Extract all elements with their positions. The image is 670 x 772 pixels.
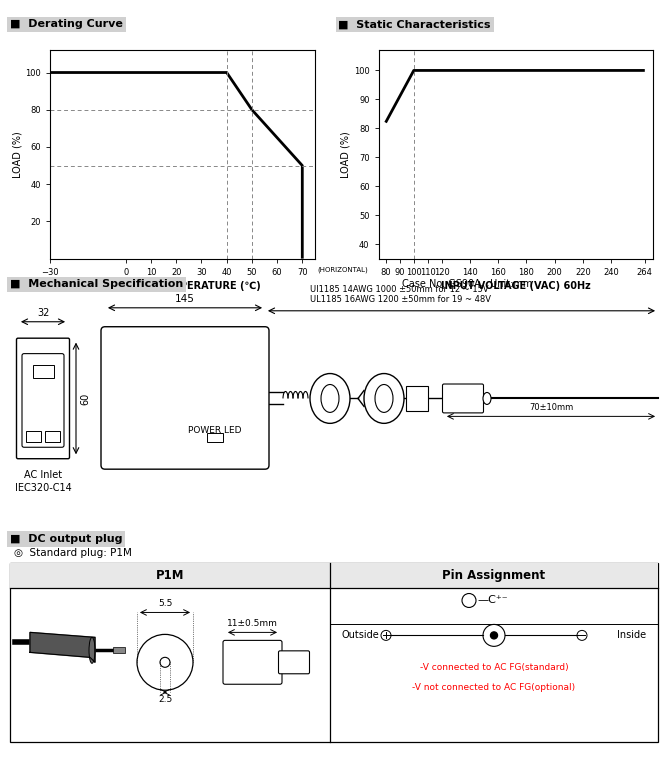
Text: 60: 60 xyxy=(80,392,90,405)
X-axis label: INPUT VOLTAGE (VAC) 60Hz: INPUT VOLTAGE (VAC) 60Hz xyxy=(441,281,591,291)
Y-axis label: LOAD (%): LOAD (%) xyxy=(13,131,23,178)
Text: POWER LED: POWER LED xyxy=(188,426,242,435)
Text: ■  DC output plug: ■ DC output plug xyxy=(10,534,123,544)
Text: UL1185 16AWG 1200 ±50mm for 19 ~ 48V: UL1185 16AWG 1200 ±50mm for 19 ~ 48V xyxy=(310,295,491,304)
FancyBboxPatch shape xyxy=(101,327,269,469)
FancyBboxPatch shape xyxy=(17,338,70,459)
Circle shape xyxy=(490,632,498,639)
Text: —C⁺⁻: —C⁺⁻ xyxy=(477,595,508,605)
Bar xyxy=(10,563,330,587)
Text: ■  Derating Curve: ■ Derating Curve xyxy=(10,19,123,29)
Text: Pin Assignment: Pin Assignment xyxy=(442,568,545,581)
Bar xyxy=(406,385,428,411)
Text: Inside: Inside xyxy=(617,631,646,641)
Text: -V connected to AC FG(standard): -V connected to AC FG(standard) xyxy=(419,663,568,672)
Ellipse shape xyxy=(375,384,393,412)
Text: 145: 145 xyxy=(175,294,195,304)
Ellipse shape xyxy=(364,374,404,423)
FancyBboxPatch shape xyxy=(25,431,40,442)
Text: -V not connected to AC FG(optional): -V not connected to AC FG(optional) xyxy=(413,682,576,692)
Text: ■  Mechanical Specification: ■ Mechanical Specification xyxy=(10,279,184,290)
FancyBboxPatch shape xyxy=(223,641,282,684)
X-axis label: AMBIENT TEMPERATURE (℃): AMBIENT TEMPERATURE (℃) xyxy=(105,281,261,291)
Text: 11±0.5mm: 11±0.5mm xyxy=(227,619,278,628)
Text: UI1185 14AWG 1000 ±50mm for 12 ~ 15V: UI1185 14AWG 1000 ±50mm for 12 ~ 15V xyxy=(310,285,488,294)
Text: 5.5: 5.5 xyxy=(158,600,172,608)
FancyBboxPatch shape xyxy=(442,384,484,413)
Text: AC Inlet: AC Inlet xyxy=(24,470,62,480)
Text: Outside: Outside xyxy=(342,631,380,641)
Text: 2.5: 2.5 xyxy=(158,696,172,704)
Text: (HORIZONTAL): (HORIZONTAL) xyxy=(318,267,368,273)
FancyBboxPatch shape xyxy=(44,431,60,442)
Ellipse shape xyxy=(310,374,350,423)
Bar xyxy=(113,648,125,653)
FancyBboxPatch shape xyxy=(279,651,310,674)
Text: Case No. GS90A   Unit:mm: Case No. GS90A Unit:mm xyxy=(402,279,533,290)
Bar xyxy=(330,563,658,587)
Text: P1M: P1M xyxy=(155,568,184,581)
Y-axis label: LOAD (%): LOAD (%) xyxy=(341,131,351,178)
Bar xyxy=(207,433,223,442)
Text: 70±10mm: 70±10mm xyxy=(529,404,573,412)
Polygon shape xyxy=(30,632,95,662)
Text: ■  Static Characteristics: ■ Static Characteristics xyxy=(338,19,491,29)
Text: IEC320-C14: IEC320-C14 xyxy=(15,483,72,493)
Ellipse shape xyxy=(321,384,339,412)
FancyBboxPatch shape xyxy=(22,354,64,447)
Text: 32: 32 xyxy=(37,308,49,318)
Ellipse shape xyxy=(483,392,491,405)
Bar xyxy=(10,563,658,742)
Text: ◎  Standard plug: P1M: ◎ Standard plug: P1M xyxy=(14,547,132,557)
FancyBboxPatch shape xyxy=(33,365,54,378)
Ellipse shape xyxy=(89,638,95,663)
